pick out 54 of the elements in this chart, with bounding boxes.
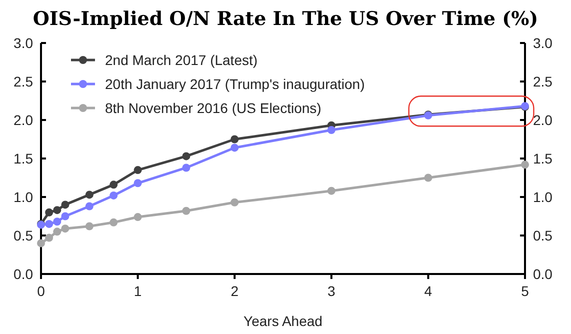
point: [521, 160, 529, 169]
point: [110, 218, 118, 226]
point: [61, 224, 70, 233]
x-axis-title: Years Ahead: [244, 313, 322, 329]
point: [327, 186, 336, 195]
y-tick-label: 1.0: [14, 188, 34, 205]
point: [182, 164, 190, 172]
y-tick-label: 1.5: [14, 150, 34, 166]
point: [37, 239, 45, 248]
point: [182, 206, 190, 215]
x-tick-label: 2: [230, 283, 239, 299]
point: [230, 144, 239, 152]
y2-tick-label: 2.5: [533, 73, 553, 90]
point: [53, 218, 62, 226]
point: [45, 220, 54, 228]
legend-label: 2nd March 2017 (Latest): [105, 52, 258, 68]
point: [230, 198, 239, 206]
y-tick-label: 2.0: [14, 112, 34, 128]
point: [327, 126, 336, 134]
point: [110, 191, 118, 200]
x-tick-label: 5: [521, 283, 530, 299]
point: [61, 200, 70, 209]
point: [85, 222, 94, 230]
point: [230, 135, 239, 144]
y2-tick-label: 2.0: [533, 112, 553, 128]
legend-label: 8th November 2016 (US Elections): [105, 100, 322, 116]
point: [134, 166, 142, 174]
x-tick-label: 1: [134, 283, 142, 299]
point: [134, 213, 142, 222]
x-tick-label: 3: [328, 283, 336, 299]
y2-tick-label: 1.0: [533, 188, 553, 205]
y2-tick-label: 0.0: [533, 266, 553, 282]
chart-title: OIS-Implied O/N Rate In The US Over Time (%): [32, 8, 538, 30]
y-tick-label: 0.5: [14, 227, 34, 244]
point: [85, 190, 94, 199]
point: [182, 152, 190, 160]
y-tick-label: 2.5: [14, 73, 34, 90]
y-tick-label: 3.0: [14, 34, 34, 51]
point: [424, 174, 432, 182]
x-tick-label: 0: [37, 283, 46, 299]
point: [45, 234, 54, 242]
point: [45, 208, 54, 216]
x-tick-label: 4: [424, 283, 432, 299]
y2-tick-label: 3.0: [533, 34, 553, 51]
point: [134, 179, 142, 188]
point: [85, 202, 94, 210]
y2-tick-label: 1.5: [533, 150, 553, 166]
point: [110, 180, 118, 189]
legend-label: 20th January 2017 (Trump's inauguration): [105, 76, 365, 92]
y2-tick-label: 0.5: [533, 227, 553, 244]
y-tick-label: 0.0: [14, 266, 34, 282]
point: [53, 228, 62, 236]
point: [53, 206, 62, 214]
point: [61, 212, 70, 220]
